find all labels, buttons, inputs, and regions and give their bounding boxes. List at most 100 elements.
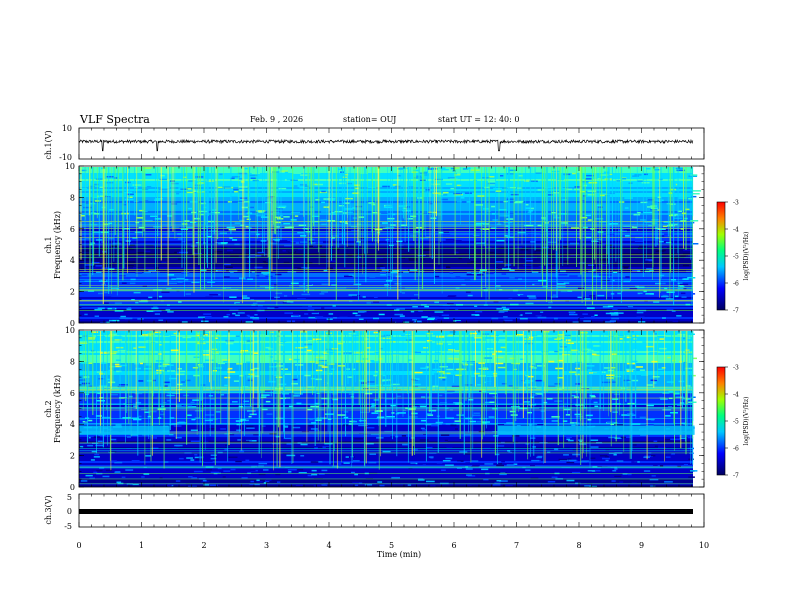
spectrogram-speckle (631, 461, 638, 463)
spectrogram-speckle (574, 186, 582, 188)
spectrogram-speckle (572, 453, 580, 456)
spectrogram-speckle (613, 271, 618, 273)
spectrogram-speckle (269, 242, 278, 245)
spectrogram-speckle (119, 275, 126, 277)
spectrogram-speckle (201, 320, 209, 322)
spectrogram-speckle (166, 484, 172, 487)
spectrogram-speckle (230, 196, 238, 199)
spectrogram-speckle (474, 265, 479, 267)
spectrogram-speckle (364, 376, 372, 379)
spectrogram-speckle (374, 239, 380, 242)
spectrogram-speckle (584, 485, 592, 487)
spectrogram-speckle (222, 287, 232, 289)
spectrogram-speckle (350, 225, 357, 228)
spectrogram-band (79, 429, 693, 431)
spectrogram-speckle (654, 445, 658, 447)
spectrogram-speckle (478, 368, 483, 370)
spectrogram-speckle (649, 478, 659, 481)
spectrogram-speckle (102, 475, 110, 478)
spectrogram-speckle (593, 345, 601, 347)
spectrogram-speckle (410, 310, 415, 313)
spectrogram-speckle (442, 379, 446, 381)
spectrogram-speckle (368, 202, 375, 204)
spectrogram-speckle (500, 346, 507, 349)
spectrogram-speckle (419, 172, 428, 174)
spectrogram-speckle (569, 422, 577, 424)
spectrogram-band (79, 305, 693, 307)
spectrogram-speckle (199, 213, 204, 216)
spectrogram-speckle (564, 173, 571, 176)
spectrogram-speckle (224, 448, 228, 451)
spectrogram-speckle (611, 480, 616, 482)
spectrogram-speckle (590, 395, 596, 398)
spectrogram-speckle (440, 168, 449, 171)
spectrogram-speckle (563, 397, 568, 400)
spectrogram-speckle (560, 290, 567, 293)
spectrogram-speckle (369, 453, 376, 455)
spectrogram-speckle (434, 275, 440, 278)
spectrogram-band (79, 247, 693, 249)
spectrogram-speckle (596, 470, 601, 472)
spectrogram-speckle (324, 442, 333, 445)
spectrogram-speckle (659, 347, 667, 350)
spectrogram-speckle (310, 461, 319, 463)
spectrogram-speckle (146, 340, 151, 342)
spectrogram-speckle (607, 233, 615, 236)
spectrogram-speckle (386, 416, 395, 418)
spectrogram-speckle (222, 476, 226, 478)
spectrogram-speckle (470, 261, 477, 263)
spectrogram-speckle (503, 221, 513, 224)
spectrogram-speckle (274, 216, 281, 219)
spectrogram-speckle (321, 211, 329, 213)
spectrogram-speckle (169, 417, 175, 419)
spectrogram-speckle (263, 482, 267, 484)
spectrogram-speckle (477, 243, 485, 246)
spectrogram-speckle (279, 340, 287, 342)
spectrogram-speckle (194, 454, 198, 456)
spectrogram-speckle (442, 372, 451, 375)
spectrogram-speckle (415, 307, 423, 309)
spectrogram-speckle (242, 386, 249, 388)
time-tick-label: 9 (639, 541, 644, 550)
spectrogram-speckle (518, 175, 523, 177)
ch1-waveform-ylabel: ch.1(V) (44, 130, 53, 159)
spectrogram-speckle (287, 223, 295, 225)
spectrogram-speckle (569, 275, 578, 277)
spectrogram-speckle (434, 301, 439, 304)
spectrogram-speckle (527, 388, 537, 390)
spectrogram-speckle (142, 434, 150, 436)
spectrogram-speckle (180, 259, 186, 262)
spectrogram-speckle (391, 476, 400, 479)
spectrogram-speckle (146, 217, 149, 219)
spectrogram-band (79, 213, 693, 215)
spectrogram-speckle (258, 462, 268, 465)
spectrogram-speckle (605, 312, 611, 315)
spectrogram-speckle (679, 286, 685, 288)
spectrogram-speckle (609, 173, 613, 176)
spectrogram-speckle (264, 461, 269, 463)
spectrogram-speckle (548, 385, 556, 388)
spectrogram-speckle (137, 380, 144, 382)
spectrogram-speckle (274, 283, 279, 285)
spectrogram-speckle (343, 462, 350, 464)
spectrogram-speckle (288, 250, 296, 252)
spectrogram-speckle (512, 435, 520, 437)
spectrogram-speckle (661, 267, 668, 269)
spectrogram-speckle (383, 206, 393, 208)
spectrogram-speckle (674, 295, 679, 298)
spectrogram-speckle (358, 419, 367, 422)
spectrogram-speckle (680, 228, 684, 230)
spectrogram-speckle (416, 437, 425, 439)
spectrogram-speckle (367, 277, 373, 280)
spectrogram-speckle (424, 305, 429, 308)
spectrogram-speckle (109, 319, 113, 322)
spectrogram-speckle (572, 321, 579, 323)
spectrogram-speckle (311, 473, 318, 476)
spectrogram-speckle (354, 350, 362, 353)
spectrogram-band (79, 465, 693, 467)
spectrogram-speckle (263, 469, 269, 471)
spectrogram-speckle (432, 368, 441, 371)
spectrogram-speckle (523, 264, 532, 267)
spectrogram-speckle (610, 314, 619, 316)
spectrogram-speckle (131, 460, 140, 462)
